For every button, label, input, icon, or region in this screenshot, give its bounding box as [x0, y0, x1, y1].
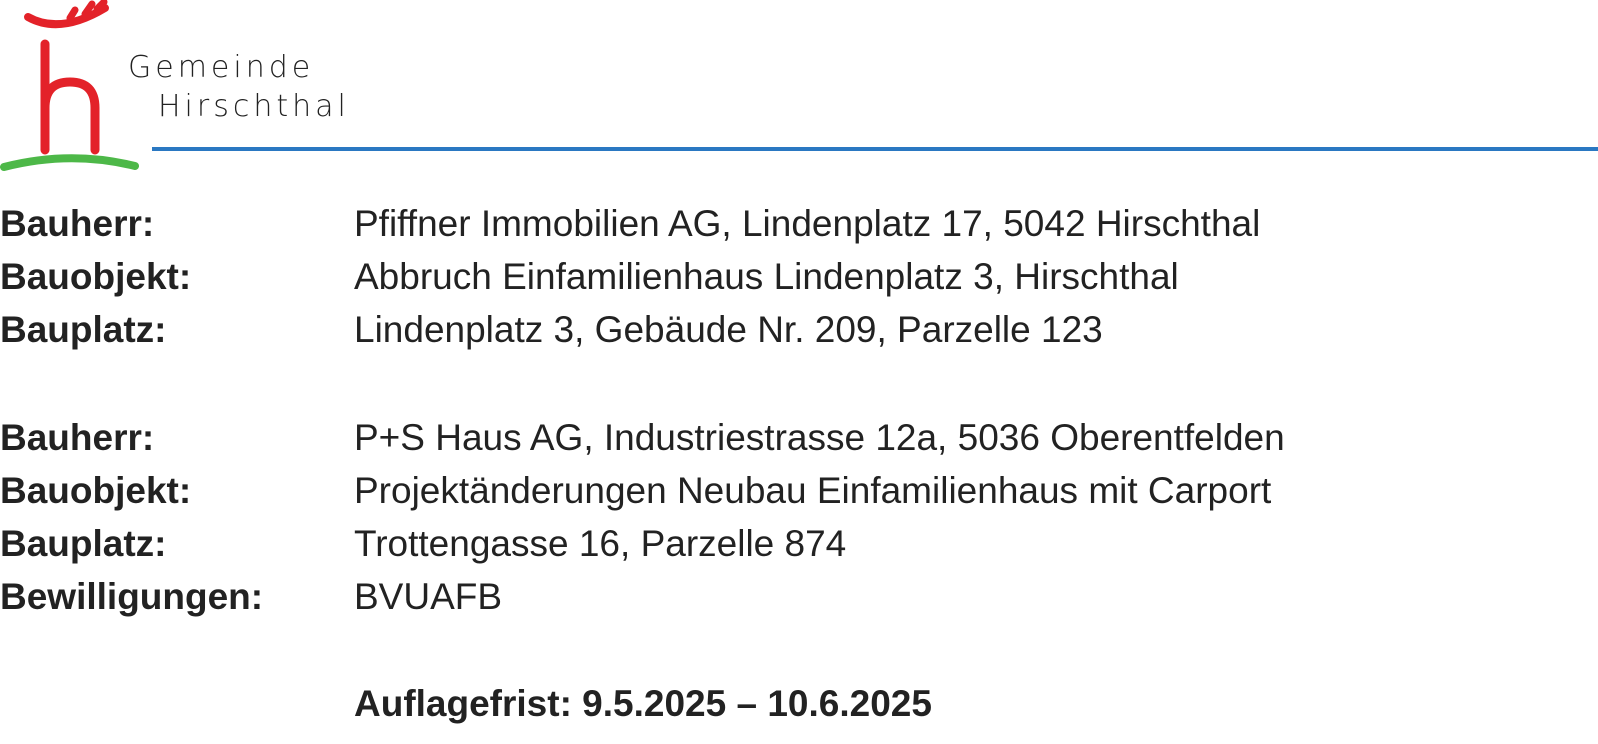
entry-value: Projektänderungen Neubau Einfamilienhaus…	[354, 470, 1272, 511]
entry-label: Bauherr:	[0, 203, 155, 244]
logo-text-hirschthal: Hirschthal	[158, 89, 350, 124]
logo-text-gemeinde: Gemeinde	[128, 50, 315, 85]
entry-label: Bauherr:	[0, 417, 155, 458]
entry-value: BVUAFB	[354, 576, 503, 617]
entry-value: Trottengasse 16, Parzelle 874	[354, 523, 847, 564]
entry-value: Pfiffner Immobilien AG, Lindenplatz 17, …	[354, 203, 1261, 244]
entry-label: Bauplatz:	[0, 309, 167, 350]
entry-value: Lindenplatz 3, Gebäude Nr. 209, Parzelle…	[354, 309, 1103, 350]
hirschthal-logo-icon	[0, 0, 139, 171]
entry-label: Bewilligungen:	[0, 576, 264, 617]
auflagefrist: Auflagefrist: 9.5.2025 – 10.6.2025	[354, 683, 932, 724]
entry-label: Bauobjekt:	[0, 256, 192, 297]
entry-label: Bauplatz:	[0, 523, 167, 564]
entry-value: Abbruch Einfamilienhaus Lindenplatz 3, H…	[354, 256, 1179, 297]
entry-value: P+S Haus AG, Industriestrasse 12a, 5036 …	[354, 417, 1285, 458]
header-divider	[152, 147, 1598, 151]
entry-label: Bauobjekt:	[0, 470, 192, 511]
